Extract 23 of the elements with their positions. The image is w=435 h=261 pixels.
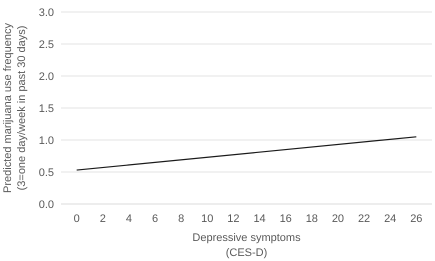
x-tick-label: 6 (152, 213, 158, 225)
y-tick-label: 0.5 (38, 166, 54, 179)
x-tick-label: 2 (100, 213, 106, 225)
x-tick-label: 10 (201, 213, 214, 225)
y-tick-label: 2.0 (38, 70, 54, 83)
x-tick-label: 18 (306, 213, 318, 225)
x-tick-label: 22 (358, 213, 370, 225)
x-tick-label: 12 (227, 213, 240, 225)
y-tick-label: 1.0 (38, 134, 54, 147)
x-tick-label: 20 (332, 213, 344, 225)
x-tick-label: 16 (280, 213, 292, 225)
x-tick-label: 0 (74, 213, 80, 225)
x-tick-label: 8 (178, 213, 184, 225)
x-tick-label: 4 (126, 213, 132, 225)
y-tick-label: 3.0 (38, 6, 54, 19)
x-axis-title: Depressive symptoms (CES-D) (192, 232, 302, 259)
y-axis-title: Predicted marijuana use frequency (3=one day/week in past 30 days) (2, 22, 28, 193)
x-tick-label: 26 (410, 213, 422, 225)
x-tick-label: 14 (253, 213, 266, 225)
y-tick-label: 0.0 (38, 198, 54, 211)
y-tick-label: 2.5 (38, 38, 54, 51)
x-tick-label: 24 (384, 213, 396, 225)
y-tick-label: 1.5 (38, 102, 54, 115)
